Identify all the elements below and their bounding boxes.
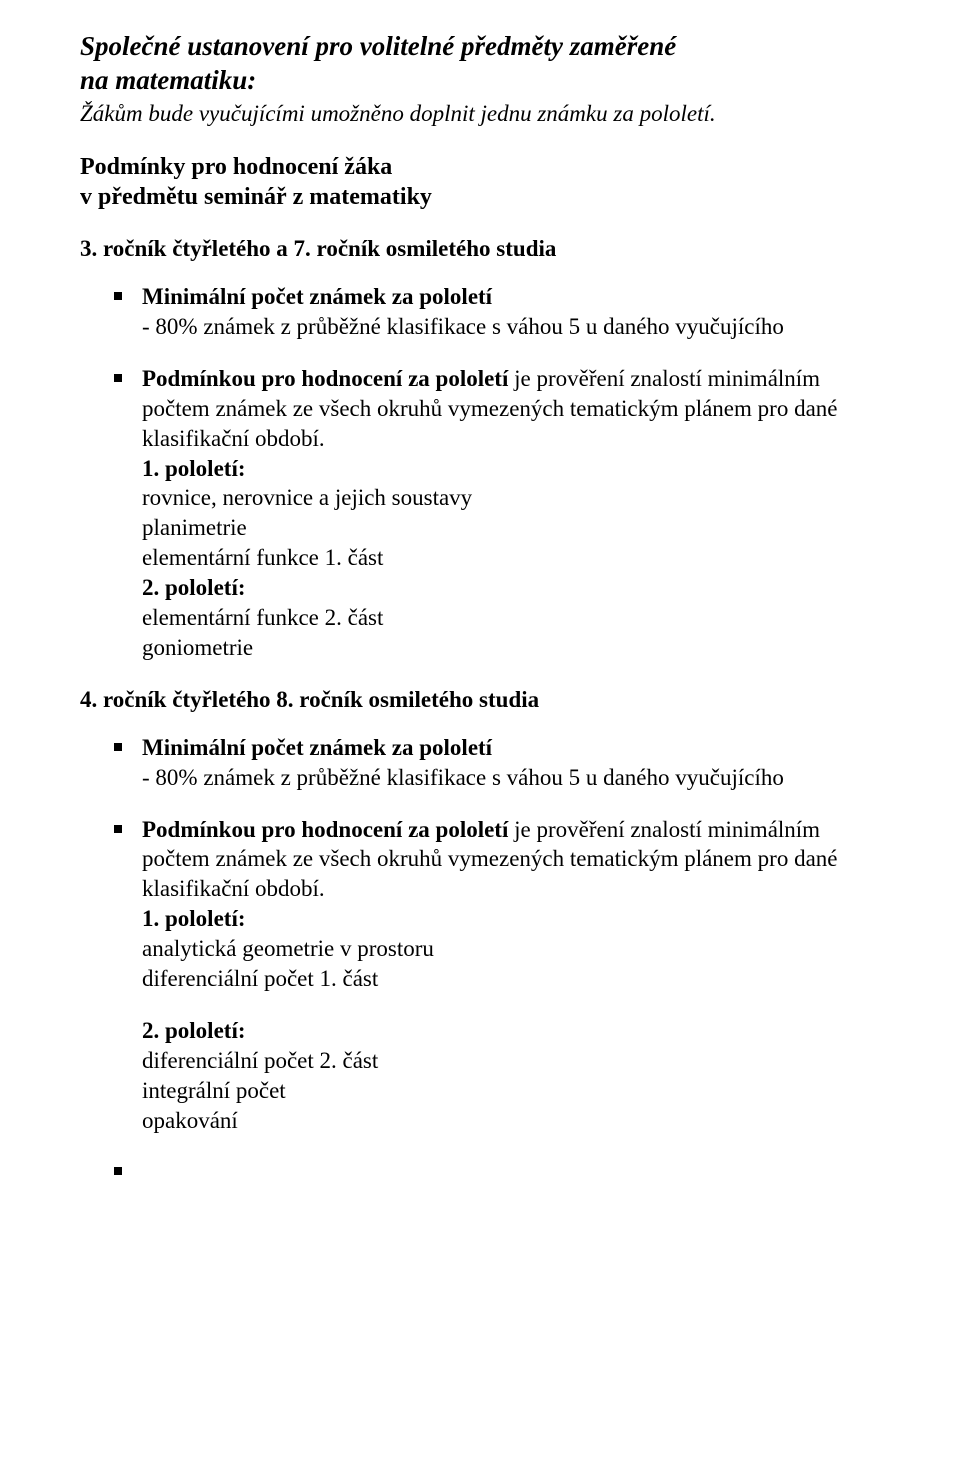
sem1-line3: elementární funkce 1. část [142, 543, 880, 573]
section3-list: Minimální počet známek za pololetí - 80%… [80, 282, 880, 663]
section4-list: Minimální počet známek za pololetí - 80%… [80, 733, 880, 1168]
min-marks-line: - 80% známek z průběžné klasifikace s vá… [142, 763, 880, 793]
sem1-block: 1. pololetí: rovnice, nerovnice a jejich… [142, 454, 880, 574]
heading-conditions-line2: v předmětu seminář z matematiky [80, 182, 880, 212]
section3-bullet-condition: Podmínkou pro hodnocení za pololetí je p… [142, 364, 880, 663]
sem2-label: 2. pololetí: [142, 1016, 880, 1046]
section3-bullet-min-marks: Minimální počet známek za pololetí - 80%… [142, 282, 880, 342]
heading-main-line2: na matematiku: [80, 64, 880, 98]
sem1-line1: analytická geometrie v prostoru [142, 934, 880, 964]
sem1-line2: diferenciální počet 1. část [142, 964, 880, 994]
sem2-label: 2. pololetí: [142, 573, 880, 603]
min-marks-line: - 80% známek z průběžné klasifikace s vá… [142, 312, 880, 342]
section3-title: 3. ročník čtyřletého a 7. ročník osmilet… [80, 234, 880, 264]
sem2-line2: goniometrie [142, 633, 880, 663]
heading-conditions: Podmínky pro hodnocení žáka v předmětu s… [80, 152, 880, 212]
sem1-line2: planimetrie [142, 513, 880, 543]
sem2-block: 2. pololetí: diferenciální počet 2. část… [142, 1016, 880, 1136]
sem1-label: 1. pololetí: [142, 904, 880, 934]
heading-main: Společné ustanovení pro volitelné předmě… [80, 30, 880, 98]
sem2-line1: elementární funkce 2. část [142, 603, 880, 633]
section4-bullet-condition: Podmínkou pro hodnocení za pololetí je p… [142, 815, 880, 1136]
section4-title: 4. ročník čtyřletého 8. ročník osmiletéh… [80, 685, 880, 715]
section4-bullet-min-marks: Minimální počet známek za pololetí - 80%… [142, 733, 880, 793]
sem2-block: 2. pololetí: elementární funkce 2. část … [142, 573, 880, 663]
condition-lead-bold: Podmínkou pro hodnocení za pololetí [142, 366, 508, 391]
heading-main-line1: Společné ustanovení pro volitelné předmě… [80, 30, 880, 64]
min-marks-title: Minimální počet známek za pololetí [142, 733, 880, 763]
sem2-line3: opakování [142, 1106, 880, 1136]
heading-conditions-line1: Podmínky pro hodnocení žáka [80, 152, 880, 182]
condition-lead: Podmínkou pro hodnocení za pololetí je p… [142, 817, 837, 902]
min-marks-title: Minimální počet známek za pololetí [142, 282, 880, 312]
sem1-label: 1. pololetí: [142, 454, 880, 484]
sem2-line1: diferenciální počet 2. část [142, 1046, 880, 1076]
intro-text: Žákům bude vyučujícími umožněno doplnit … [80, 100, 880, 129]
condition-lead-bold: Podmínkou pro hodnocení za pololetí [142, 817, 508, 842]
sem1-block: 1. pololetí: analytická geometrie v pros… [142, 904, 880, 994]
sem1-line1: rovnice, nerovnice a jejich soustavy [142, 483, 880, 513]
section4-bullet-empty [142, 1157, 880, 1167]
sem2-line2: integrální počet [142, 1076, 880, 1106]
condition-lead: Podmínkou pro hodnocení za pololetí je p… [142, 366, 837, 451]
